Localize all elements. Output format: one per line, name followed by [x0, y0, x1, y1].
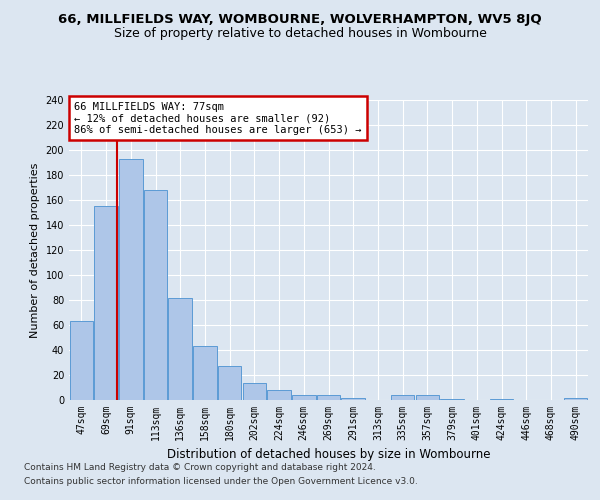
Bar	[268, 390, 291, 400]
Bar	[490, 399, 513, 400]
Bar	[119, 159, 143, 400]
X-axis label: Distribution of detached houses by size in Wombourne: Distribution of detached houses by size …	[167, 448, 490, 462]
Bar	[193, 346, 217, 400]
Text: Size of property relative to detached houses in Wombourne: Size of property relative to detached ho…	[113, 28, 487, 40]
Bar	[94, 206, 118, 400]
Text: 66, MILLFIELDS WAY, WOMBOURNE, WOLVERHAMPTON, WV5 8JQ: 66, MILLFIELDS WAY, WOMBOURNE, WOLVERHAM…	[58, 12, 542, 26]
Bar	[70, 322, 93, 400]
Bar	[341, 398, 365, 400]
Text: Contains HM Land Registry data © Crown copyright and database right 2024.: Contains HM Land Registry data © Crown c…	[24, 464, 376, 472]
Bar	[292, 395, 316, 400]
Bar	[144, 190, 167, 400]
Bar	[416, 395, 439, 400]
Text: Contains public sector information licensed under the Open Government Licence v3: Contains public sector information licen…	[24, 477, 418, 486]
Bar	[391, 395, 415, 400]
Bar	[564, 398, 587, 400]
Text: 66 MILLFIELDS WAY: 77sqm
← 12% of detached houses are smaller (92)
86% of semi-d: 66 MILLFIELDS WAY: 77sqm ← 12% of detach…	[74, 102, 362, 134]
Bar	[440, 399, 464, 400]
Bar	[317, 395, 340, 400]
Bar	[169, 298, 192, 400]
Bar	[242, 382, 266, 400]
Bar	[218, 366, 241, 400]
Y-axis label: Number of detached properties: Number of detached properties	[30, 162, 40, 338]
